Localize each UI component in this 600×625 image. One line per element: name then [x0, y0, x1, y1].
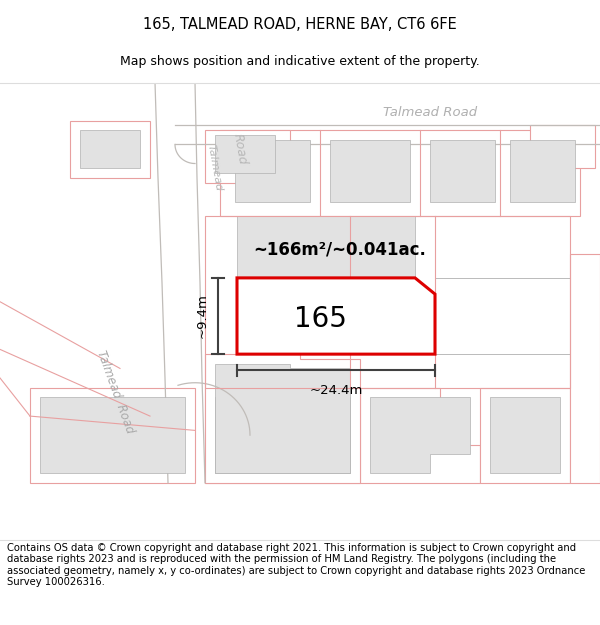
Polygon shape	[530, 126, 595, 168]
Polygon shape	[205, 354, 360, 482]
Text: Road: Road	[231, 132, 249, 166]
Polygon shape	[430, 139, 495, 202]
Text: Talmead: Talmead	[206, 144, 224, 192]
Polygon shape	[480, 388, 570, 482]
Polygon shape	[205, 388, 360, 482]
Polygon shape	[360, 388, 480, 482]
Text: ~24.4m: ~24.4m	[310, 384, 362, 397]
Text: ~166m²/~0.041ac.: ~166m²/~0.041ac.	[254, 240, 427, 258]
Polygon shape	[510, 139, 575, 202]
Polygon shape	[220, 130, 580, 216]
Polygon shape	[490, 397, 560, 473]
Polygon shape	[237, 216, 415, 278]
Polygon shape	[70, 121, 150, 177]
Text: Talmead  Road: Talmead Road	[94, 349, 136, 436]
Polygon shape	[40, 397, 185, 473]
Text: 165, TALMEAD ROAD, HERNE BAY, CT6 6FE: 165, TALMEAD ROAD, HERNE BAY, CT6 6FE	[143, 18, 457, 32]
Polygon shape	[30, 388, 195, 482]
Text: 165: 165	[293, 305, 346, 333]
Polygon shape	[235, 139, 310, 202]
Polygon shape	[205, 130, 290, 182]
Polygon shape	[237, 278, 435, 354]
Text: Contains OS data © Crown copyright and database right 2021. This information is : Contains OS data © Crown copyright and d…	[7, 542, 586, 588]
Text: Map shows position and indicative extent of the property.: Map shows position and indicative extent…	[120, 56, 480, 68]
Polygon shape	[80, 130, 140, 168]
Polygon shape	[330, 139, 410, 202]
Polygon shape	[215, 397, 350, 473]
Text: Talmead Road: Talmead Road	[383, 106, 477, 119]
Polygon shape	[215, 364, 350, 473]
Polygon shape	[370, 397, 470, 473]
Polygon shape	[570, 254, 600, 482]
Polygon shape	[435, 278, 570, 354]
Text: ~9.4m: ~9.4m	[196, 294, 209, 339]
Polygon shape	[215, 135, 275, 173]
